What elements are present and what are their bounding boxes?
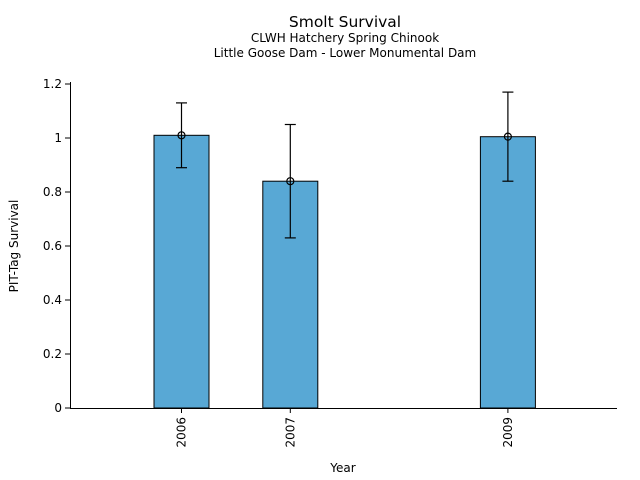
axes-group xyxy=(65,82,617,413)
point-marker-2009 xyxy=(503,132,512,141)
x-tick-label-2007: 2007 xyxy=(283,417,297,448)
bar-2009 xyxy=(479,136,536,409)
bars-group xyxy=(153,134,536,409)
chart-subtitle-1: CLWH Hatchery Spring Chinook xyxy=(251,31,439,45)
y-axis-label: PIT-Tag Survival xyxy=(7,200,21,293)
point-marker-2007 xyxy=(286,177,295,186)
x-axis-label: Year xyxy=(329,461,355,475)
chart-title: Smolt Survival xyxy=(289,13,401,31)
y-tick-label-0.8: 0.8 xyxy=(43,185,62,199)
point-marker-2006 xyxy=(177,131,186,140)
y-tick-label-1: 1 xyxy=(54,131,62,145)
y-tick-label-0: 0 xyxy=(54,401,62,415)
bar-2006 xyxy=(153,134,210,409)
y-tick-label-1.2: 1.2 xyxy=(43,77,62,91)
error-bar-2007 xyxy=(284,123,296,239)
tick-labels-group: 0 0.2 0.4 0.6 0.8 1 1.2 2006 2007 2009 xyxy=(43,77,515,448)
y-tick-label-0.6: 0.6 xyxy=(43,239,62,253)
y-tick-label-0.4: 0.4 xyxy=(43,293,62,307)
x-tick-label-2009: 2009 xyxy=(501,417,515,448)
error-bars-group xyxy=(176,91,514,239)
error-bar-2006 xyxy=(176,102,187,169)
error-bar-2009 xyxy=(502,91,514,182)
chart-subtitle-2: Little Goose Dam - Lower Monumental Dam xyxy=(214,46,476,60)
y-tick-label-0.2: 0.2 xyxy=(43,347,62,361)
x-tick-label-2006: 2006 xyxy=(175,417,189,448)
